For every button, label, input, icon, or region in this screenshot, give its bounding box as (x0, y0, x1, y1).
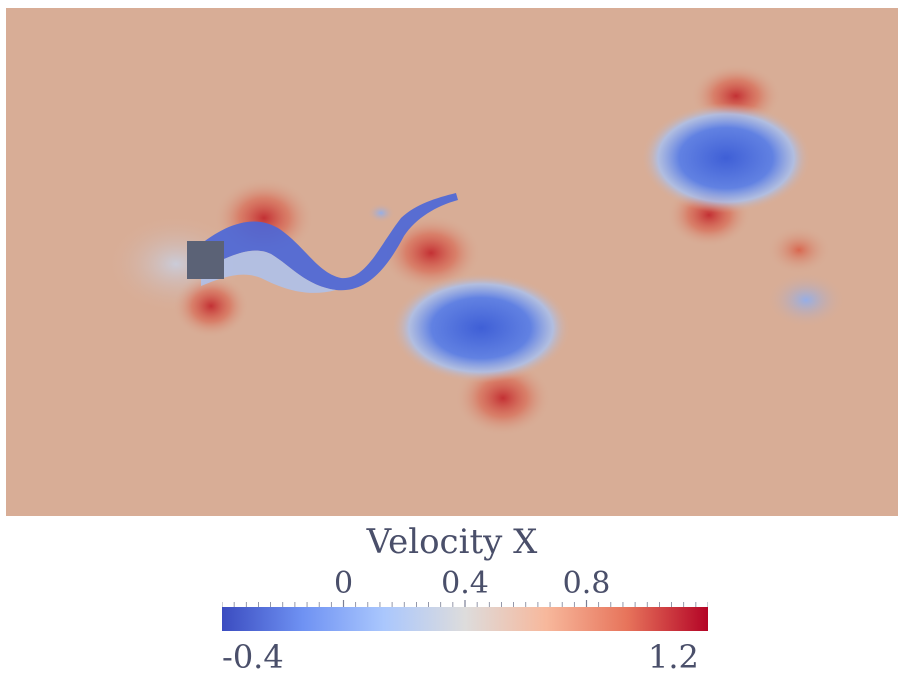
vortex-core (391, 273, 571, 383)
vortex-core (641, 103, 811, 213)
high-velocity-region (173, 274, 249, 338)
colorbar-gradient (222, 607, 708, 631)
vortex-core (766, 272, 846, 328)
colorbar-legend: Velocity X 0 0.4 0.8 -0.4 1.2 (0, 518, 904, 676)
vortex-core (367, 203, 395, 223)
velocity-field-plot (6, 8, 898, 516)
colorbar-tick-label: 0 (333, 566, 354, 601)
colorbar-min-label: -0.4 (222, 638, 284, 676)
shear-layer-wake (201, 250, 336, 293)
colorbar-tick-label: 0.4 (441, 566, 489, 601)
colorbar-max-label: 1.2 (648, 638, 699, 676)
colorbar-title: Velocity X (366, 522, 538, 562)
shear-layer-wake (196, 193, 458, 291)
colorbar-tick-label: 0.8 (562, 566, 611, 601)
square-obstacle (187, 241, 224, 279)
high-velocity-region (767, 226, 831, 274)
high-velocity-region (381, 215, 481, 291)
